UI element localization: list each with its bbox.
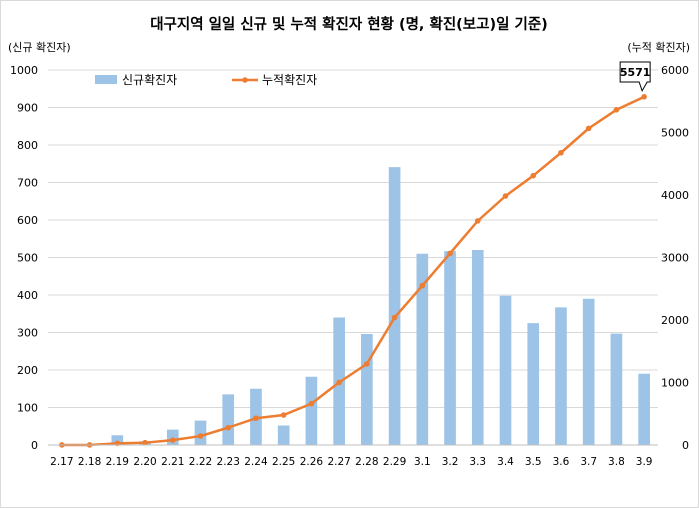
left-tick-label: 1000	[10, 64, 38, 77]
right-tick-label: 0	[682, 439, 689, 452]
left-tick-label: 200	[17, 364, 38, 377]
line-point	[391, 314, 398, 321]
x-tick-label: 2.28	[355, 456, 378, 468]
last-value-callout: 5571	[619, 61, 651, 93]
x-tick-label: 3.2	[442, 456, 459, 468]
left-tick-label: 600	[17, 214, 38, 227]
x-tick-label: 2.17	[50, 456, 73, 468]
line-series	[59, 94, 647, 448]
left-tick-label: 0	[31, 439, 38, 452]
line-point	[530, 172, 537, 179]
left-tick-label: 400	[17, 289, 38, 302]
bar-new-cases	[638, 373, 650, 445]
bar-new-cases	[111, 435, 124, 445]
x-tick-label: 3.9	[636, 456, 653, 468]
chart-title: 대구지역 일일 신규 및 누적 확진자 현황 (명, 확진(보고)일 기준)	[150, 15, 548, 33]
axes: 0 100 200 300 400 500 600 700 800 900 1000 0 1000 200…	[10, 64, 689, 468]
line-point	[280, 412, 287, 418]
bar-new-cases	[222, 394, 235, 445]
legend: 신규확진자 누적확진자	[95, 73, 317, 87]
line-point	[336, 379, 342, 386]
left-tick-label: 900	[17, 102, 38, 115]
line-point	[169, 437, 176, 443]
right-tick-label: 5000	[661, 127, 689, 140]
x-tick-label: 2.22	[189, 456, 212, 468]
line-point	[447, 250, 453, 257]
line-point	[585, 125, 592, 132]
line-point	[225, 424, 232, 431]
x-tick-label: 3.6	[553, 456, 570, 468]
bar-new-cases	[471, 250, 484, 445]
line-point	[641, 94, 647, 100]
line-point	[558, 149, 564, 156]
legend-swatch-bar	[95, 75, 117, 84]
right-tick-label: 3000	[661, 252, 689, 265]
x-tick-label: 2.25	[272, 456, 295, 468]
x-tick-label: 2.18	[78, 456, 101, 468]
bar-new-cases	[527, 323, 540, 445]
callout-label: 5571	[620, 66, 651, 79]
right-tick-label: 1000	[661, 377, 689, 390]
right-tick-label: 2000	[661, 314, 689, 327]
legend-label-bar: 신규확진자	[122, 73, 177, 87]
line-point	[197, 433, 204, 439]
bar-new-cases	[444, 251, 456, 445]
right-axis-title: (누적 확진자)	[627, 41, 690, 54]
x-tick-label: 3.8	[608, 456, 625, 468]
callout-box	[619, 61, 651, 93]
x-tick-label: 2.23	[217, 456, 240, 468]
bar-new-cases	[277, 425, 290, 445]
line-point	[364, 361, 370, 367]
bar-new-cases	[499, 295, 512, 445]
line-point	[613, 107, 620, 113]
left-tick-label: 300	[17, 327, 38, 340]
legend-marker-line	[242, 77, 248, 83]
left-axis-title: (신규 확진자)	[8, 41, 71, 54]
x-tick-label: 2.26	[300, 456, 324, 468]
left-tick-label: 100	[17, 402, 38, 415]
right-tick-label: 4000	[661, 189, 689, 202]
left-tick-label: 800	[17, 139, 38, 152]
line-point	[474, 218, 481, 224]
right-tick-label: 6000	[661, 64, 689, 77]
x-tick-label: 3.4	[497, 456, 514, 468]
x-tick-label: 2.20	[133, 456, 156, 468]
line-point	[253, 415, 259, 422]
line-point	[419, 282, 426, 289]
x-tick-label: 2.19	[106, 456, 129, 468]
legend-label-line: 누적확진자	[262, 73, 317, 87]
bar-new-cases	[305, 376, 318, 445]
x-tick-label: 2.27	[327, 456, 350, 468]
x-tick-label: 3.1	[414, 456, 431, 468]
bar-new-cases	[194, 420, 207, 445]
x-tick-label: 3.5	[525, 456, 542, 468]
line-cumulative-cases	[61, 95, 645, 447]
bar-new-cases	[361, 334, 373, 445]
x-tick-label: 2.24	[244, 456, 268, 468]
bar-new-cases	[582, 298, 595, 445]
left-tick-label: 500	[17, 252, 38, 265]
line-point	[308, 400, 315, 407]
x-tick-label: 2.29	[383, 456, 406, 468]
x-tick-label: 2.21	[161, 456, 184, 468]
bar-new-cases	[166, 429, 179, 445]
line-point	[142, 439, 148, 446]
x-tick-label: 3.3	[469, 456, 486, 468]
x-tick-label: 3.7	[580, 456, 597, 468]
bar-series	[56, 167, 650, 445]
left-tick-label: 700	[17, 177, 38, 190]
line-point	[502, 193, 509, 199]
bar-new-cases	[555, 307, 567, 445]
bar-new-cases	[416, 253, 429, 445]
bar-new-cases	[388, 167, 401, 445]
bar-new-cases	[610, 333, 623, 445]
